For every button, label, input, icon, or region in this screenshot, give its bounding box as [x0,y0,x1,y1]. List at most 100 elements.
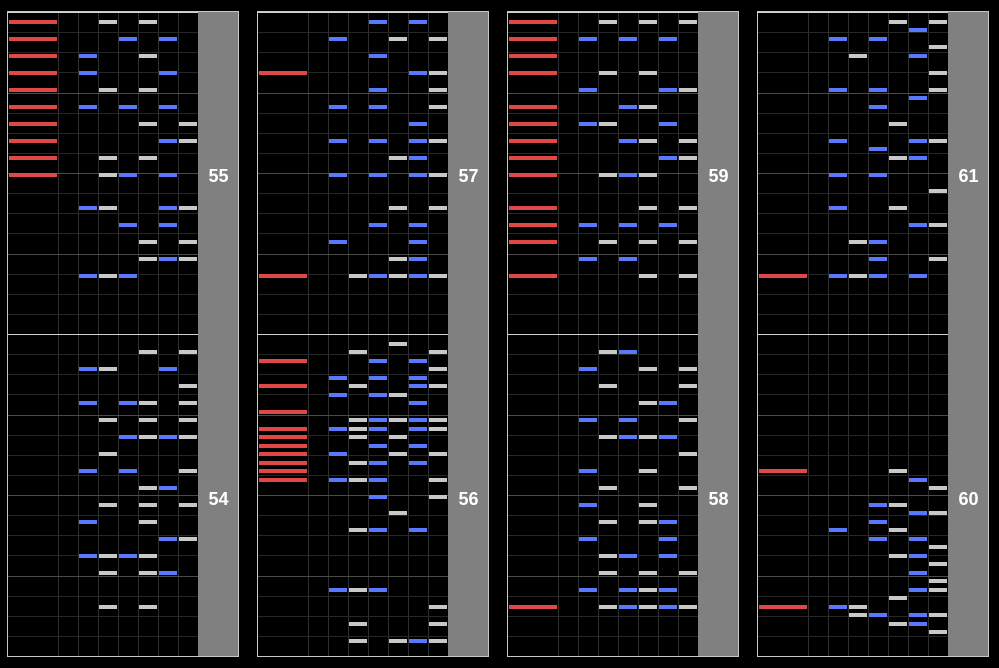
blue-note [579,503,597,507]
white-note [389,435,407,439]
white-note [679,88,697,92]
grid-line [258,193,448,194]
blue-note [369,223,387,227]
blue-note [159,257,177,261]
blue-note [829,173,847,177]
blue-note [909,588,927,592]
blue-note [579,122,597,126]
scratch-note [509,139,557,143]
blue-note [369,478,387,482]
measure-number: 57 [458,166,479,186]
blue-note [909,274,927,278]
blue-note [79,367,97,371]
scratch-note [9,173,57,177]
grid-line [258,294,448,295]
scratch-note [509,20,557,24]
blue-note [369,359,387,363]
beat-line [8,12,198,13]
white-note [389,257,407,261]
beat-line [8,93,198,94]
grid-line [758,213,948,214]
blue-note [829,528,847,532]
white-note [929,562,947,566]
white-note [599,20,617,24]
grid-line [258,535,448,536]
white-note [349,435,367,439]
grid-line [8,515,198,516]
scratch-note [509,37,557,41]
white-note [929,588,947,592]
white-note [679,605,697,609]
scratch-note [9,122,57,126]
white-note [179,206,197,210]
grid-line [8,294,198,295]
white-note [139,122,157,126]
grid-line [8,133,198,134]
white-note [429,452,447,456]
grid-line [758,515,948,516]
white-note [99,452,117,456]
blue-note [79,520,97,524]
white-note [429,367,447,371]
white-note [639,605,657,609]
grid-line [508,133,698,134]
white-note [179,384,197,388]
blue-note [159,571,177,575]
blue-note [409,71,427,75]
white-note [679,240,697,244]
white-note [99,88,117,92]
blue-note [119,469,137,473]
white-note [929,71,947,75]
white-note [139,554,157,558]
white-note [99,367,117,371]
blue-note [619,37,637,41]
scratch-note [759,469,807,473]
grid-line [508,294,698,295]
white-note [599,571,617,575]
blue-note [909,511,927,515]
blue-note [79,105,97,109]
scratch-note [759,274,807,278]
blue-note [369,528,387,532]
blue-note [579,418,597,422]
white-note [429,206,447,210]
blue-note [329,427,347,431]
white-note [139,240,157,244]
white-note [349,528,367,532]
scratch-note [509,223,557,227]
white-note [889,122,907,126]
beat-line [258,93,448,94]
beat-line [758,576,948,577]
blue-note [619,350,637,354]
white-note [179,240,197,244]
blue-note [369,173,387,177]
blue-note [409,274,427,278]
blue-note [619,139,637,143]
blue-note [159,537,177,541]
blue-note [159,367,177,371]
blue-note [79,54,97,58]
blue-note [619,257,637,261]
grid-line [758,113,948,114]
beat-line [508,576,698,577]
blue-note [909,613,927,617]
blue-note [619,418,637,422]
lane-area [258,12,467,656]
blue-note [159,37,177,41]
blue-note [659,156,677,160]
grid-line [508,394,698,395]
white-note [179,122,197,126]
grid-line [8,435,198,436]
blue-note [579,367,597,371]
white-note [639,435,657,439]
beat-line [758,12,948,13]
blue-note [869,147,887,151]
beat-line [8,254,198,255]
white-note [99,503,117,507]
measure-gutter [948,12,988,656]
grid-line [258,133,448,134]
white-note [639,401,657,405]
grid-line [8,636,198,637]
white-note [599,435,617,439]
grid-line [258,394,448,395]
